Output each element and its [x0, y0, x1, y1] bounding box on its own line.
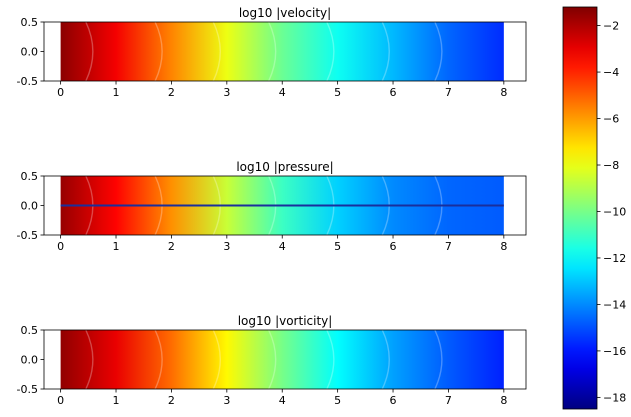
wavefront-arc: [326, 21, 335, 82]
y-tick-label: 0.5: [21, 16, 39, 29]
colorbar-tick-label: −8: [603, 159, 619, 172]
x-tick-label: 6: [390, 240, 397, 253]
x-tick-label: 3: [223, 394, 230, 407]
colorbar-tick-label: −18: [603, 391, 626, 404]
x-tick-label: 3: [223, 240, 230, 253]
x-tick-label: 2: [168, 394, 175, 407]
x-tick-label: 7: [445, 86, 452, 99]
wavefront-arc: [434, 329, 443, 390]
x-tick-label: 1: [113, 394, 120, 407]
x-tick-label: 8: [500, 240, 507, 253]
x-tick-label: 4: [279, 394, 286, 407]
wavefront-arc: [154, 329, 163, 390]
wavefront-arc: [268, 21, 277, 82]
x-tick-label: 6: [390, 394, 397, 407]
x-tick-label: 5: [334, 240, 341, 253]
y-tick-label: -0.5: [17, 383, 38, 396]
y-tick-label: 0.5: [21, 170, 39, 183]
x-tick-label: 7: [445, 240, 452, 253]
panel-2: log10 |vorticity| 0 1 2 3 4 5 6 7 8 0.5 0.0 -0.5: [17, 314, 527, 407]
wavefront-arc: [85, 21, 94, 82]
colorbar-tick-label: −14: [603, 298, 626, 311]
x-tick-label: 0: [57, 86, 64, 99]
x-tick-label: 0: [57, 240, 64, 253]
x-tick-label: 4: [279, 240, 286, 253]
colorbar: −2 −4 −6 −8 −10 −12 −14 −16 −18: [562, 6, 626, 410]
y-tick-label: 0.0: [21, 200, 39, 213]
panel-1: log10 |pressure| 0 1 2 3 4 5 6 7 8 0.5 0.0 -0.5: [17, 160, 527, 253]
colorbar-tick-label: −6: [603, 113, 619, 126]
colorbar-gradient: [562, 6, 598, 410]
x-tick-label: 7: [445, 394, 452, 407]
x-tick-label: 6: [390, 86, 397, 99]
y-tick-label: -0.5: [17, 229, 38, 242]
x-tick-label: 0: [57, 394, 64, 407]
wavefront-arc: [154, 21, 163, 82]
x-tick-label: 4: [279, 86, 286, 99]
x-tick-label: 8: [500, 394, 507, 407]
panel-0: log10 |velocity| 0 1 2 3 4 5 6 7 8 0.5 0.0 -0.5: [17, 6, 527, 99]
y-tick-label: 0.0: [21, 354, 39, 367]
heatmap-field: [60, 330, 504, 389]
wavefront-arc: [434, 21, 443, 82]
panel-title: log10 |vorticity|: [238, 314, 333, 328]
x-tick-label: 3: [223, 86, 230, 99]
heatmap-field: [60, 22, 504, 81]
wavefront-arc: [326, 329, 335, 390]
wavefront-arc: [212, 329, 221, 390]
panel-title: log10 |velocity|: [239, 6, 331, 20]
y-tick-label: 0.0: [21, 46, 39, 59]
x-tick-label: 2: [168, 240, 175, 253]
y-tick-label: 0.5: [21, 324, 39, 337]
colorbar-tick-label: −4: [603, 66, 619, 79]
panel-title: log10 |pressure|: [236, 160, 333, 174]
wavefront-arc: [268, 329, 277, 390]
colorbar-tick-label: −10: [603, 205, 626, 218]
x-tick-label: 5: [334, 394, 341, 407]
wavefront-arc: [212, 21, 221, 82]
colorbar-tick-label: −12: [603, 252, 626, 265]
wavefront-arc: [381, 21, 390, 82]
heatmap-panels: log10 |velocity|0 1 2 3 4 5 6 7 80.50.0-0.5log10…: [17, 6, 527, 407]
x-tick-label: 1: [113, 86, 120, 99]
colorbar-tick-label: −16: [603, 345, 626, 358]
wavefront-arc: [381, 329, 390, 390]
wavefront-arc: [85, 329, 94, 390]
x-tick-label: 8: [500, 86, 507, 99]
colorbar-tick-label: −2: [603, 20, 619, 33]
x-tick-label: 5: [334, 86, 341, 99]
x-tick-label: 2: [168, 86, 175, 99]
x-tick-label: 1: [113, 240, 120, 253]
y-tick-label: -0.5: [17, 75, 38, 88]
